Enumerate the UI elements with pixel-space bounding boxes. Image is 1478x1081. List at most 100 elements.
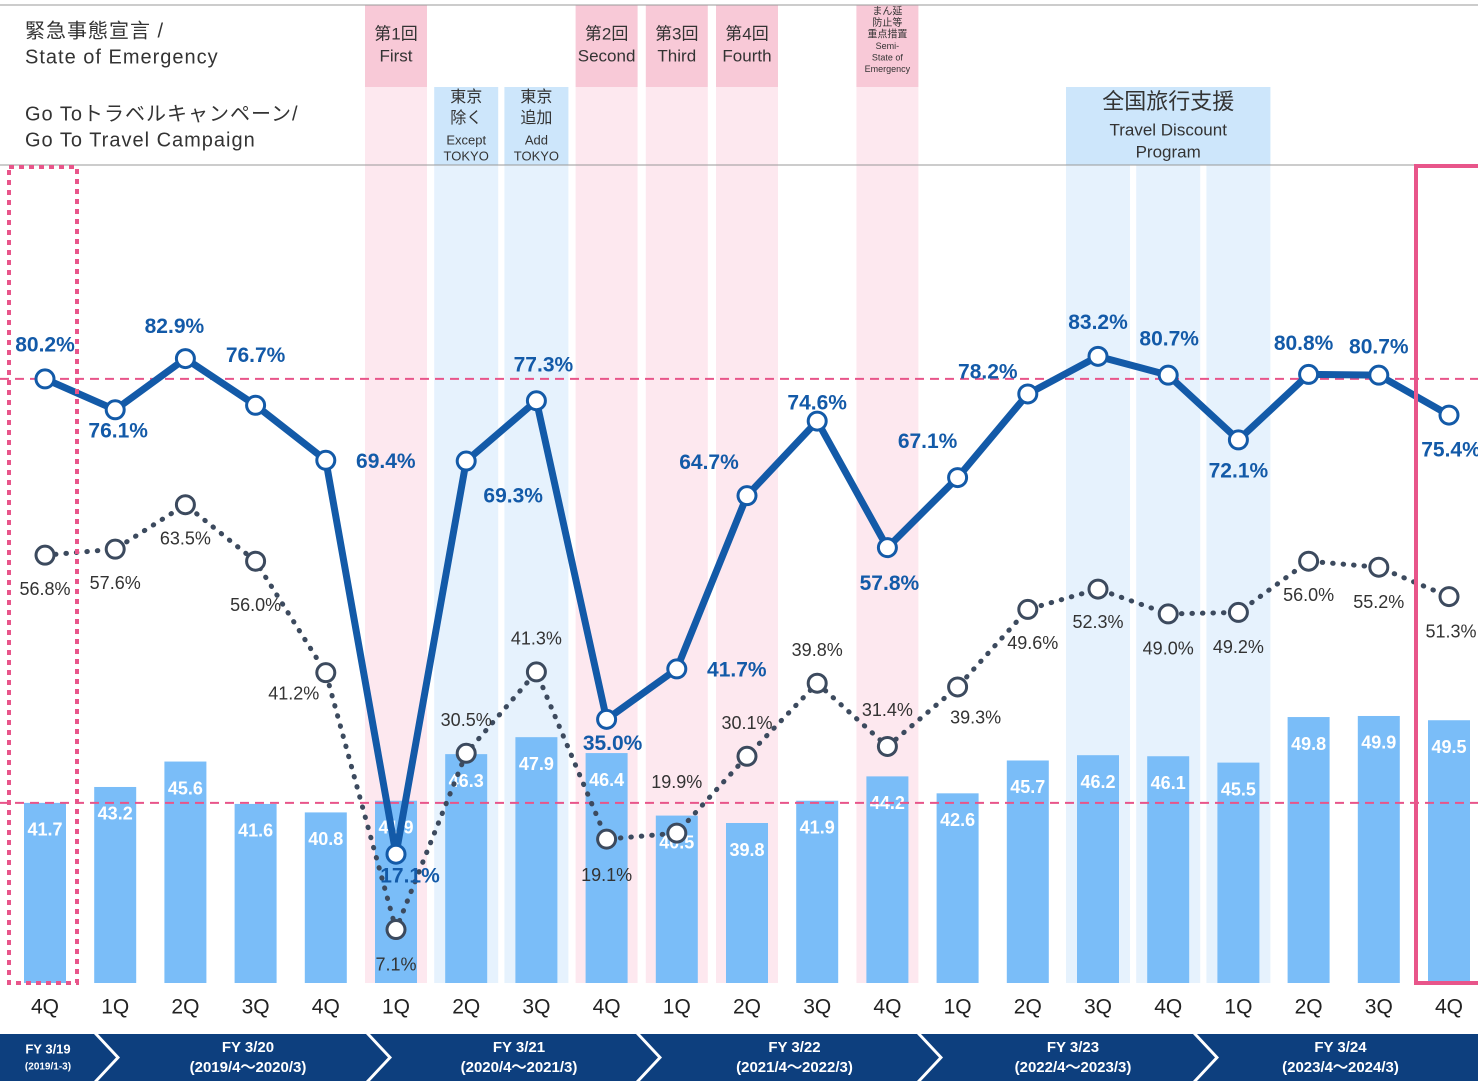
point (174, 494, 196, 516)
point-label: 80.7% (1139, 328, 1199, 351)
emergency-label: Second (578, 46, 636, 65)
emergency-label: 重点措置 (867, 28, 907, 41)
point (525, 390, 547, 412)
point (1087, 578, 1109, 600)
x-tick-label: 1Q (101, 996, 129, 1019)
emergency-label-box (856, 5, 919, 87)
goto-label: 東京 (450, 88, 482, 106)
point-label: 49.6% (1007, 633, 1058, 653)
fiscal-year-chevron (921, 1034, 1215, 1081)
row-header: 緊急事態宣言 / (25, 19, 164, 42)
bar (1428, 720, 1470, 983)
fiscal-year-chevron (1197, 1034, 1478, 1081)
fiscal-year-period: (2020/4～2021/3) (461, 1059, 578, 1076)
fiscal-year-chevron (370, 1034, 658, 1081)
bar (1147, 756, 1190, 983)
x-tick-label: 4Q (31, 996, 59, 1019)
emergency-label: Semi- (876, 41, 900, 51)
fiscal-year-chevron (640, 1034, 939, 1081)
point (596, 708, 618, 730)
point (385, 843, 407, 865)
point (736, 745, 758, 767)
goto-label: Program (1136, 142, 1201, 161)
bar (1287, 717, 1330, 983)
point (245, 394, 267, 416)
bar-label: 42.6 (940, 810, 975, 830)
bar (515, 737, 558, 983)
point (104, 538, 126, 560)
point (666, 658, 688, 680)
emergency-label-box (575, 5, 638, 87)
emergency-label: First (379, 46, 412, 65)
point-label: 35.0% (583, 732, 643, 755)
fiscal-year-period: (2022/4～2023/3) (1015, 1059, 1132, 1076)
x-tick-label: 1Q (944, 996, 972, 1019)
fiscal-year-label: FY 3/19 (25, 1041, 70, 1056)
bar-label: 41.7 (27, 820, 62, 840)
point (1087, 345, 1109, 367)
bar-label: 45.6 (168, 778, 203, 798)
point (104, 399, 126, 421)
point-label: 64.7% (679, 451, 739, 474)
emergency-label: 第3回 (655, 24, 698, 43)
point (1438, 586, 1460, 608)
bar-label: 46.4 (589, 770, 624, 790)
bar-label: 49.9 (1361, 733, 1396, 753)
x-tick-label: 3Q (522, 996, 550, 1019)
fiscal-year-label: FY 3/23 (1047, 1039, 1099, 1056)
point (1157, 364, 1179, 386)
fiscal-year-chevron (0, 1034, 116, 1081)
point (1017, 598, 1039, 620)
bar-label: 40.8 (308, 829, 343, 849)
point (34, 544, 56, 566)
goto-label: 追加 (520, 109, 552, 127)
bar (1077, 755, 1119, 983)
bar (304, 812, 347, 983)
bar-label: 39.8 (729, 840, 764, 860)
bar (796, 800, 839, 983)
bar-label: 47.9 (519, 754, 554, 774)
x-tick-label: 2Q (452, 996, 480, 1019)
bar (1006, 760, 1049, 983)
fiscal-year-label: FY 3/22 (768, 1039, 820, 1056)
point (1227, 429, 1249, 451)
emergency-label: まん延 (872, 6, 902, 18)
point (385, 919, 407, 941)
point-label: 56.0% (1283, 585, 1334, 605)
goto-label: Add (525, 132, 548, 147)
x-tick-label: 1Q (663, 996, 691, 1019)
highlight-box (7, 165, 79, 985)
point (1227, 601, 1249, 623)
point-label: 19.9% (651, 772, 702, 792)
point (1368, 556, 1390, 578)
emergency-label-box (645, 5, 708, 87)
fiscal-year-label: FY 3/24 (1314, 1039, 1367, 1056)
point (947, 676, 969, 698)
point-label: 41.7% (707, 658, 767, 681)
fiscal-year-period: (2021/4～2022/3) (736, 1059, 853, 1076)
point-label: 7.1% (375, 954, 416, 974)
fiscal-year-period: (2019/4～2020/3) (190, 1059, 307, 1076)
x-tick-label: 3Q (803, 996, 831, 1019)
point-label: 51.3% (1425, 621, 1476, 641)
point-label: 19.1% (581, 865, 632, 885)
point-label: 49.0% (1143, 639, 1194, 659)
bar-label: 46.2 (1080, 772, 1115, 792)
goto-label-box (1066, 87, 1271, 165)
fiscal-year-period: (2023/4～2024/3) (1282, 1059, 1399, 1076)
point-label: 39.8% (792, 640, 843, 660)
point (34, 368, 56, 390)
emergency-label: 防止等 (872, 16, 902, 29)
point-label: 41.2% (268, 683, 319, 703)
point-label: 63.5% (160, 528, 211, 548)
point-label: 74.6% (787, 392, 847, 415)
bar-label: 46.1 (1151, 773, 1186, 793)
point (1368, 364, 1390, 386)
emergency-label: Fourth (722, 46, 771, 65)
point-label: 80.2% (15, 333, 75, 356)
bar-label: 45.5 (1221, 779, 1256, 799)
point (315, 662, 337, 684)
bar-label: 43.2 (98, 804, 133, 824)
x-tick-label: 2Q (733, 996, 761, 1019)
